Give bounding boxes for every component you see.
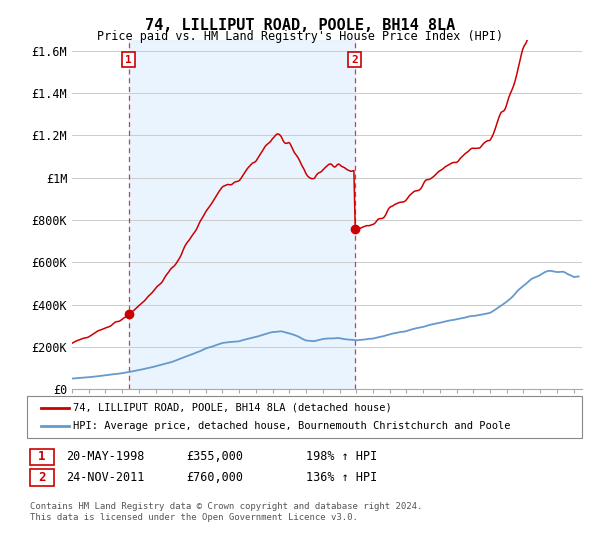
Text: 1: 1: [38, 450, 46, 464]
Text: 1: 1: [125, 54, 132, 64]
Text: Price paid vs. HM Land Registry's House Price Index (HPI): Price paid vs. HM Land Registry's House …: [97, 30, 503, 43]
Text: 2: 2: [351, 54, 358, 64]
Text: 74, LILLIPUT ROAD, POOLE, BH14 8LA (detached house): 74, LILLIPUT ROAD, POOLE, BH14 8LA (deta…: [73, 403, 392, 413]
Text: HPI: Average price, detached house, Bournemouth Christchurch and Poole: HPI: Average price, detached house, Bour…: [73, 421, 511, 431]
Text: 24-NOV-2011: 24-NOV-2011: [66, 471, 145, 484]
Text: £760,000: £760,000: [186, 471, 243, 484]
Text: 74, LILLIPUT ROAD, POOLE, BH14 8LA: 74, LILLIPUT ROAD, POOLE, BH14 8LA: [145, 18, 455, 34]
Text: 198% ↑ HPI: 198% ↑ HPI: [306, 450, 377, 464]
Text: £355,000: £355,000: [186, 450, 243, 464]
Text: 2: 2: [38, 471, 46, 484]
Bar: [128, 40, 355, 389]
Text: Contains HM Land Registry data © Crown copyright and database right 2024.
This d: Contains HM Land Registry data © Crown c…: [30, 502, 422, 522]
Text: 136% ↑ HPI: 136% ↑ HPI: [306, 471, 377, 484]
Text: 20-MAY-1998: 20-MAY-1998: [66, 450, 145, 464]
